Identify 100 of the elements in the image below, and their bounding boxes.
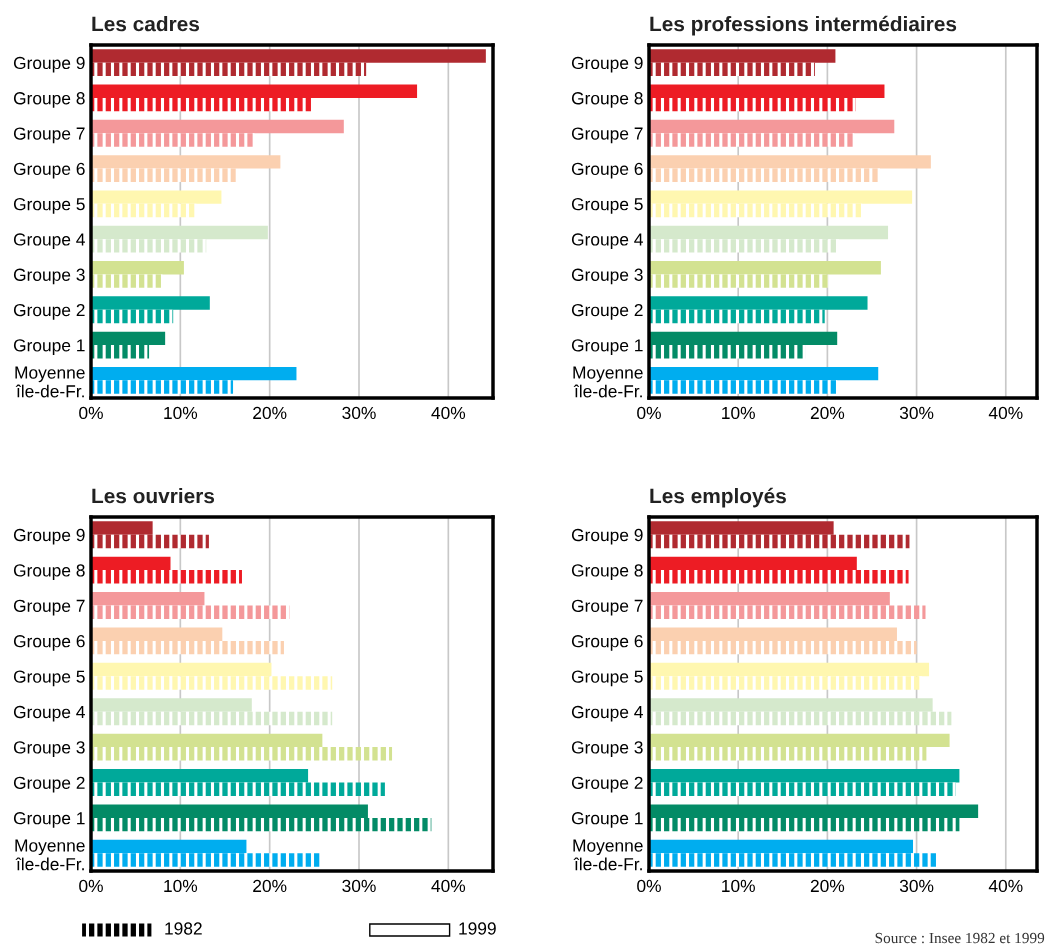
y-tick-label: Groupe 3 (571, 268, 643, 285)
bar (649, 817, 960, 832)
bar (649, 662, 930, 677)
bar (91, 49, 486, 63)
x-tick-label: 30% (342, 406, 376, 420)
bar (91, 380, 234, 394)
y-tick-label: Moyenne île-de-Fr. (573, 366, 643, 398)
y-tick-label: Groupe 7 (571, 599, 643, 616)
x-tick-label: 20% (810, 406, 845, 420)
bar (91, 345, 150, 359)
y-tick-label: Groupe 5 (13, 670, 85, 687)
bar (649, 203, 863, 218)
bar (91, 97, 314, 112)
bar (649, 366, 879, 381)
x-tick-label: 0% (79, 406, 103, 420)
x-tick-label: 10% (164, 879, 198, 893)
bar (91, 521, 153, 535)
y-tick-label: Groupe 2 (13, 776, 85, 793)
y-tick-label: Groupe 9 (13, 528, 85, 545)
x-tick-label: 0% (637, 406, 661, 420)
bar (649, 698, 933, 712)
y-tick-label: Groupe 8 (571, 92, 643, 108)
bar (649, 168, 881, 182)
bar (91, 592, 205, 606)
chart-title: Les professions intermédiaires (650, 15, 957, 36)
bar (649, 345, 806, 359)
bar (649, 225, 889, 240)
y-tick-label: Groupe 8 (571, 564, 643, 580)
y-tick-label: Groupe 4 (571, 705, 643, 722)
bar (649, 261, 881, 275)
bar (91, 309, 174, 324)
y-tick-label: Groupe 6 (13, 162, 85, 179)
bar (649, 782, 956, 796)
y-tick-label: Groupe 8 (13, 92, 85, 108)
x-tick-label: 20% (810, 879, 845, 893)
bar (91, 627, 223, 641)
x-tick-label: 10% (164, 406, 198, 420)
y-tick-label: Groupe 4 (13, 705, 85, 722)
bar (91, 62, 367, 77)
bar (91, 853, 322, 867)
bar (91, 534, 209, 549)
x-tick-label: 20% (253, 406, 287, 420)
y-tick-label: Groupe 2 (13, 303, 85, 320)
bar (649, 190, 913, 204)
bar (91, 804, 368, 818)
bar (91, 274, 163, 288)
bar (649, 733, 950, 748)
bar (91, 556, 171, 571)
y-tick-label: Groupe 3 (13, 268, 85, 285)
bar (649, 49, 836, 63)
bar (649, 605, 926, 619)
y-tick-label: Groupe 9 (571, 56, 643, 73)
bar (91, 261, 184, 275)
bar (91, 782, 385, 796)
bar (649, 592, 890, 606)
bar (91, 225, 268, 240)
bar (649, 804, 979, 818)
bar (649, 534, 910, 549)
bar (91, 711, 333, 726)
bar (649, 521, 834, 535)
bar (91, 296, 210, 310)
y-tick-label: Groupe 3 (13, 741, 85, 757)
bar (91, 239, 207, 253)
y-tick-label: Moyenne île-de-Fr. (15, 839, 85, 871)
bar (649, 747, 927, 761)
y-tick-label: Groupe 3 (571, 741, 643, 757)
bar (91, 331, 166, 346)
text: 1982 (165, 922, 202, 935)
x-tick-label: 40% (431, 406, 466, 420)
bar (649, 119, 895, 134)
bar (91, 155, 281, 169)
bar (649, 556, 857, 571)
source-note: Source : Insee 1982 et 1999 (875, 932, 1045, 944)
y-tick-label: Groupe 9 (13, 56, 85, 73)
bar (91, 190, 222, 204)
bar (91, 662, 272, 677)
bar (649, 769, 960, 783)
bar (649, 155, 931, 169)
bar (649, 133, 855, 147)
bar (91, 366, 297, 381)
bar (91, 769, 309, 783)
bar (649, 380, 838, 394)
y-tick-label: Groupe 1 (571, 339, 643, 355)
y-tick-label: Groupe 7 (13, 599, 85, 616)
y-tick-label: Groupe 8 (13, 564, 85, 580)
bar (649, 296, 868, 310)
x-tick-label: 40% (988, 879, 1023, 893)
bar (91, 605, 290, 619)
y-tick-label: Groupe 2 (571, 303, 643, 320)
bar (649, 239, 839, 253)
x-tick-label: 40% (988, 406, 1023, 420)
bar (649, 84, 885, 98)
bar (649, 853, 937, 867)
bar (91, 839, 247, 854)
x-tick-label: 10% (722, 406, 755, 420)
y-tick-label: Moyenne île-de-Fr. (573, 839, 643, 871)
bar (649, 309, 825, 324)
y-tick-label: Groupe 7 (13, 127, 85, 144)
text: 1999 (459, 922, 496, 935)
y-tick-label: Groupe 7 (571, 127, 643, 144)
